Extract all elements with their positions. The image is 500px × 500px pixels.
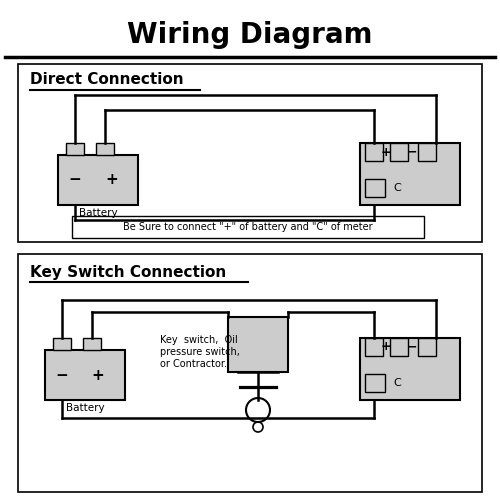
Bar <box>418 338 436 356</box>
Bar <box>66 143 84 155</box>
Bar <box>360 143 460 205</box>
Bar <box>83 338 101 350</box>
Bar <box>390 143 408 161</box>
Text: −: − <box>68 172 82 188</box>
Text: C: C <box>393 183 401 193</box>
Bar <box>72 216 424 238</box>
Bar <box>53 338 71 350</box>
Text: +: + <box>106 172 118 188</box>
Text: +: + <box>92 368 104 382</box>
Bar <box>45 350 125 400</box>
Bar <box>365 338 383 356</box>
Bar <box>18 254 482 492</box>
Text: Direct Connection: Direct Connection <box>30 72 184 88</box>
Text: −: − <box>56 368 68 382</box>
Bar <box>58 155 138 205</box>
Text: Be Sure to connect "+" of battery and "C" of meter: Be Sure to connect "+" of battery and "C… <box>123 222 373 232</box>
Bar <box>418 143 436 161</box>
Text: C: C <box>393 378 401 388</box>
Bar <box>365 374 385 392</box>
Text: Battery: Battery <box>66 403 104 413</box>
Bar <box>96 143 114 155</box>
Text: Key  switch,  Oil
pressure switch,
or Contractor.: Key switch, Oil pressure switch, or Cont… <box>160 336 240 368</box>
Text: Battery: Battery <box>78 208 118 218</box>
Text: −: − <box>407 146 417 158</box>
Text: −: − <box>407 340 417 353</box>
Bar <box>228 317 288 372</box>
Text: Wiring Diagram: Wiring Diagram <box>127 21 373 49</box>
Text: +: + <box>380 340 392 353</box>
Bar <box>365 143 383 161</box>
Bar <box>390 338 408 356</box>
Bar <box>365 179 385 197</box>
Bar <box>18 64 482 242</box>
Text: Key Switch Connection: Key Switch Connection <box>30 264 226 280</box>
Bar <box>360 338 460 400</box>
Text: +: + <box>380 146 392 158</box>
